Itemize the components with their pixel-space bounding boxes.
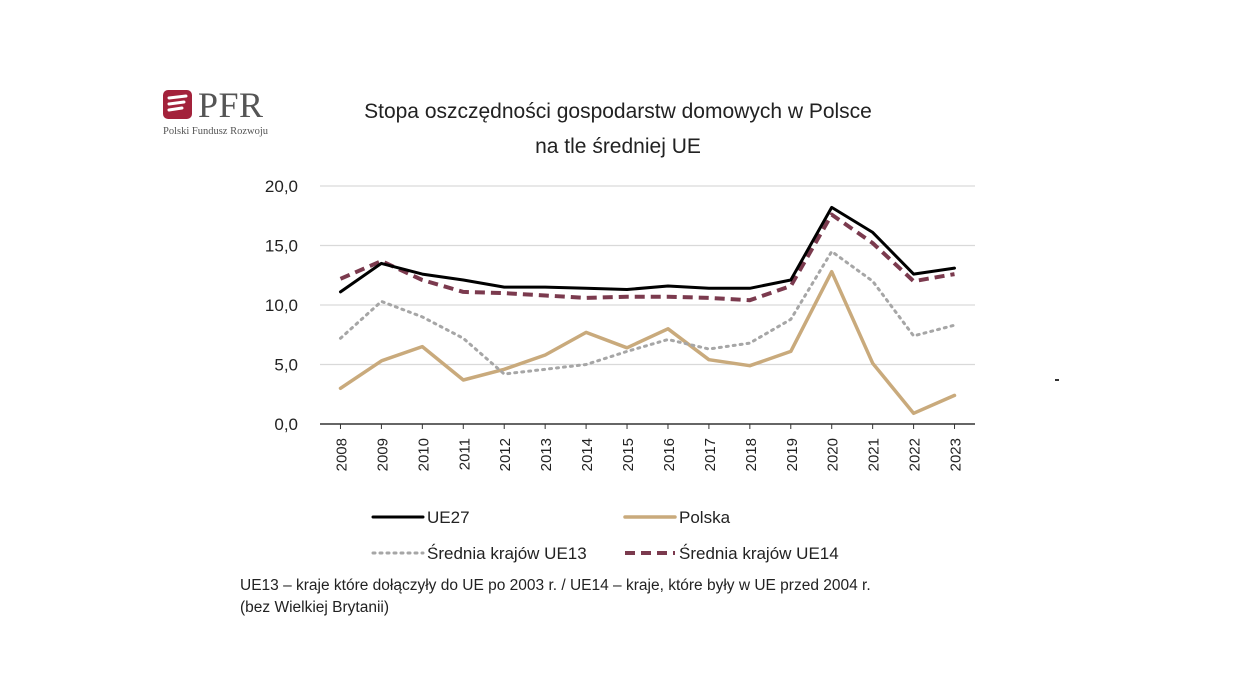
legend-label: Średnia krajów UE14 bbox=[679, 544, 839, 563]
x-axis-ticks: 2008 2009 2010 2011 2012 2013 2014 2015 2016 2017… bbox=[333, 424, 965, 471]
logo-subtitle: Polski Fundusz Rozwoju bbox=[163, 126, 269, 137]
x-tick-label: 2014 bbox=[579, 438, 596, 471]
x-tick-label: 2008 bbox=[333, 438, 350, 471]
x-tick-label: 2013 bbox=[538, 438, 555, 471]
series-lines bbox=[338, 205, 957, 416]
footnote-line-2: (bez Wielkiej Brytanii) bbox=[240, 599, 390, 616]
grid-lines bbox=[320, 185, 975, 366]
x-tick-label: 2012 bbox=[497, 438, 514, 471]
x-tick-label: 2009 bbox=[374, 438, 391, 471]
logo-brand: PFR bbox=[198, 85, 264, 125]
x-tick-label: 2017 bbox=[702, 438, 719, 471]
x-tick-label: 2016 bbox=[661, 438, 678, 471]
x-tick-label: 2018 bbox=[743, 438, 760, 471]
x-tick-label: 2022 bbox=[907, 438, 924, 471]
x-tick-label: 2011 bbox=[456, 438, 473, 470]
y-tick-label: 20,0 bbox=[265, 177, 298, 196]
legend: UE27 Polska Średnia krajów UE13 Średnia kra… bbox=[371, 508, 839, 563]
x-tick-label: 2021 bbox=[866, 438, 883, 471]
legend-label: Średnia krajów UE13 bbox=[427, 544, 587, 563]
pfr-logo-icon bbox=[163, 90, 192, 119]
y-tick-label: 10,0 bbox=[265, 296, 298, 315]
x-tick-label: 2010 bbox=[415, 438, 432, 471]
series-line bbox=[339, 205, 956, 294]
chart-title-line-1: Stopa oszczędności gospodarstw domowych … bbox=[364, 100, 872, 123]
pfr-logo: PFR Polski Fundusz Rozwoju bbox=[163, 86, 293, 142]
legend-label: Polska bbox=[679, 508, 731, 527]
x-tick-label: 2019 bbox=[784, 438, 801, 471]
series-line bbox=[338, 269, 957, 416]
y-tick-label: 0,0 bbox=[274, 415, 298, 434]
stray-mark bbox=[1055, 379, 1059, 381]
series-line bbox=[339, 212, 955, 303]
footnote: UE13 – kraje które dołączyły do UE po 20… bbox=[240, 575, 1000, 619]
y-tick-label: 5,0 bbox=[274, 356, 298, 375]
y-tick-label: 15,0 bbox=[265, 237, 298, 256]
x-tick-label: 2020 bbox=[825, 438, 842, 471]
y-axis-ticks: 0,0 5,0 10,0 15,0 20,0 bbox=[265, 177, 298, 434]
legend-label: UE27 bbox=[427, 508, 470, 527]
series-line bbox=[339, 250, 956, 376]
chart-title-line-2: na tle średniej UE bbox=[535, 135, 701, 158]
x-tick-label: 2015 bbox=[620, 438, 637, 471]
footnote-line-1: UE13 – kraje które dołączyły do UE po 20… bbox=[240, 577, 871, 594]
x-tick-label: 2023 bbox=[948, 438, 965, 471]
